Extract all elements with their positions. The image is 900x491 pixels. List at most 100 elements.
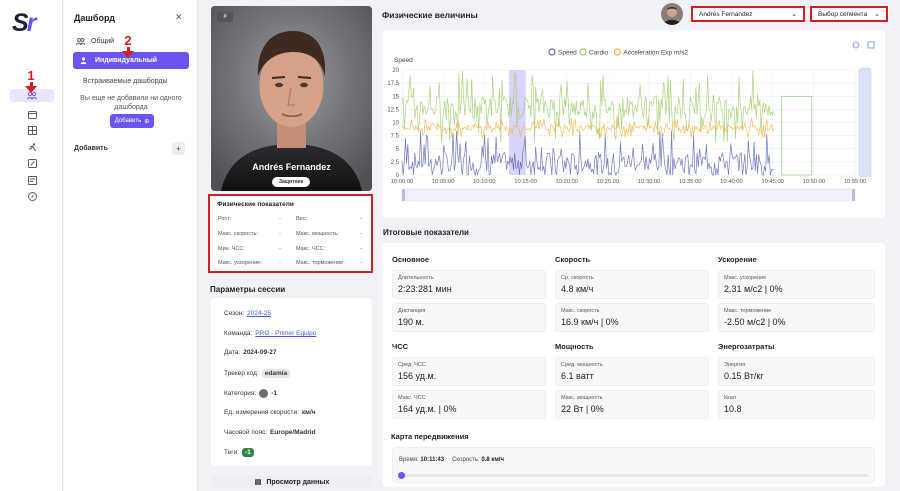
map-timeline-track[interactable] [400,474,868,477]
range-slider-track [401,188,856,202]
phys-value-max-power: - [360,231,362,237]
metric-max-accel-value: 2.31 м/с2 | 0% [724,284,783,294]
y-tick-label-4: 10 [392,121,399,127]
group-title-hr: ЧСС [392,342,409,351]
phys-label-max-power: Макс. мощность: [296,231,340,237]
player-role-badge: Защитник [272,177,310,187]
dashboard-nav-icon[interactable] [10,89,54,102]
session-season-link[interactable]: 2024-25 [247,310,271,317]
view-data-button[interactable]: ▤ Просмотр данных [212,475,372,489]
metric-max-hr: Макс. ЧСС 164 уд.м. | 0% [392,390,546,419]
phys-value-weight: - [360,216,362,222]
session-tracker-row: Трекер код: edamia [224,369,291,378]
session-params-card [211,298,372,466]
phys-value-max-decel: - [360,260,362,266]
x-tick-label-3: 10:15:00 [514,179,537,185]
metric-kcal: Ккал 10.8 [718,390,875,419]
legend-label-0: Speed [558,50,577,57]
movement-map-info: Время: 10:11:43 Скорость: 0.8 км/ч [399,457,504,463]
add-dashboard-button-label: Добавить [114,118,142,124]
metric-distance-value: 190 м. [398,317,425,327]
metric-max-power: Макс. мощность 22 Вт | 0% [555,390,709,419]
player-select-value: Andrés Fernandez [699,10,753,18]
summary-title: Итоговые показатели [383,228,469,237]
series-line-1 [401,70,775,143]
embedded-dashboards-title: Встраиваемые дашборды [83,78,168,85]
map-time-label: Время: [399,457,419,463]
physical-indicators-card: Физические показатели Рост: - Вес: - Мак… [208,194,373,273]
embedded-dashboards-empty-note: Вы еще не добавили ни одного дашборда [80,95,182,111]
phys-label-max-hr: Макс. ЧСС: [296,246,326,252]
map-time-value: 10:11:43 [420,457,445,463]
plus-circle-icon: ⊕ [144,118,150,125]
calendar-icon[interactable] [22,108,42,121]
running-icon[interactable] [22,141,42,154]
nav-item-all[interactable]: Общий [76,38,114,45]
add-dashboard-button[interactable]: Добавить ⊕ [110,114,154,128]
metric-energy-value: 0.15 Вт/кг [724,371,764,381]
physical-values-chart[interactable]: Speed Cardio Acceleration Exp m/s2 Speed 0 2.… [382,30,885,218]
view-data-button-label: Просмотр данных [266,478,330,486]
chart-title: Физические величины [382,10,478,20]
group-title-general: Основное [392,255,430,264]
map-speed-value: 0.8 км/ч [481,457,504,463]
session-params-title: Параметры сессии [210,285,286,294]
segment-select[interactable]: Выбор сегмента ⌄ [810,6,888,22]
metric-avg-hr-value: 156 уд.м. [398,371,437,381]
session-team-link[interactable]: PRO - Primer Equipo [255,330,317,337]
nav-item-individual-label: Индивидуальный [95,57,158,64]
range-slider-handle-right [852,189,855,201]
phys-label-max-decel: Макс. торможение: [296,260,345,266]
users-icon [76,38,85,45]
edit-icon[interactable] [22,157,42,170]
metric-avg-power-label: Сред. мощность [561,362,603,368]
movement-map-title: Карта передвижения [391,432,469,441]
metric-max-decel-label: Макс. торможение [724,308,772,314]
add-section-plus-button[interactable]: + [172,142,185,155]
y-tick-label-6: 15 [392,94,399,100]
metric-max-accel: Макс. ускорение 2.31 м/с2 | 0% [718,270,875,299]
phys-value-height: - [279,216,281,222]
session-season-label: Сезон: [224,310,245,317]
phys-label-max-accel: Макс. ускорение: [218,260,262,266]
group-title-acceleration: Ускорение [718,255,757,264]
session-tags-label: Теги: [224,449,240,456]
close-icon[interactable]: ✕ [175,12,183,22]
legend-label-2: Acceleration Exp m/s2 [623,50,688,57]
nav-item-individual[interactable]: Индивидуальный [73,52,189,69]
report-icon[interactable] [22,174,42,187]
session-date-row: Дата: 2024-09-27 [224,349,276,356]
app-logo[interactable]: Sr [12,9,36,37]
add-section-label: Добавить [74,145,108,152]
phys-value-min-hr: - [279,246,281,252]
x-tick-label-2: 10:10:00 [473,179,496,185]
session-category-label: Категория: [224,390,257,397]
vertical-zoom-bar [858,67,872,178]
x-tick-label-5: 10:25:00 [597,179,620,185]
y-tick-label-2: 5 [396,147,400,153]
player-select[interactable]: Andrés Fernandez ⌄ [691,6,805,22]
series-line-2 [401,117,775,139]
session-season-row: Сезон: 2024-25 [224,310,271,317]
range-slider-handle-left [402,189,405,201]
session-category-row: Категория: -1 [224,389,277,398]
x-tick-label-10: 10:50:00 [803,179,826,185]
session-tracker-label: Трекер код: [224,370,259,377]
metric-max-power-label: Макс. мощность [561,395,603,401]
session-tracker-chip: edamia [261,369,291,378]
map-timeline-handle[interactable] [398,472,405,479]
nav-item-all-label: Общий [91,38,115,45]
compass-icon[interactable] [22,190,42,203]
category-dot [259,389,269,398]
session-team-row: Команда: PRO - Primer Equipo [224,330,316,337]
metric-max-accel-label: Макс. ускорение [724,275,767,281]
x-tick-label-11: 10:55:00 [844,179,867,185]
x-tick-label-9: 10:45:00 [761,179,784,185]
metric-avg-hr: Сред. ЧСС 156 уд.м. [392,357,546,386]
metric-avg-power: Сред. мощность 6.1 ватт [555,357,709,386]
player-photo: # Andrés Fernandez Защитник [211,6,372,191]
metric-duration: Длительность 2:23:281 мин [392,270,546,299]
segment-select-value: Выбор сегмента [818,10,868,18]
metric-max-decel-value: -2.50 м/с2 | 0% [724,317,786,327]
table-icon[interactable] [22,124,42,137]
